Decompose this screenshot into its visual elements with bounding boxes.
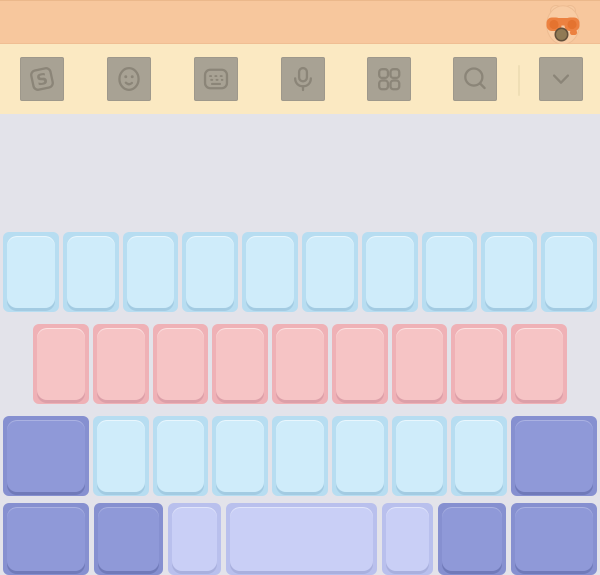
key[interactable] [272,416,328,496]
key[interactable] [33,324,89,404]
voice-input-button[interactable] [281,57,325,101]
key[interactable] [331,416,388,496]
keyboard-layout-button[interactable] [194,57,238,101]
keycap [216,420,265,492]
top-letter-row [3,232,597,312]
s-logo-icon: S [30,67,54,91]
goggles-icon [546,17,580,35]
keycap [7,236,55,308]
brand-button[interactable]: S [20,57,64,101]
key[interactable] [451,324,508,404]
key[interactable] [212,416,269,496]
spacebar-key[interactable] [226,503,377,575]
keycap [172,507,217,571]
hide-keyboard-button[interactable] [539,57,583,101]
function-row [3,503,597,575]
key[interactable] [93,416,149,496]
key[interactable] [451,416,508,496]
panels-button[interactable] [367,57,411,101]
secondary-key-left[interactable] [94,503,163,575]
keycap [545,236,593,308]
keycap [230,507,373,571]
key[interactable] [391,324,448,404]
keycap [276,328,324,400]
keycap [66,236,115,308]
key[interactable] [62,232,119,312]
key[interactable] [361,232,418,312]
keycap [395,328,444,400]
search-button[interactable] [453,57,497,101]
keycap [37,328,85,400]
keycap [425,236,474,308]
keyboard [0,114,600,575]
key[interactable] [511,324,568,404]
keycap [246,236,294,308]
backspace-key[interactable] [511,416,598,496]
keycap [335,328,384,400]
keycap [186,236,235,308]
keycap [515,328,564,400]
keycap [455,328,504,400]
top-bar [0,0,600,45]
key[interactable] [3,232,59,312]
chevron-down-icon [552,74,570,84]
keycap [276,420,324,492]
keycap [515,420,594,492]
keycap [365,236,414,308]
bottom-letter-row [3,416,598,496]
key[interactable] [212,324,269,404]
keyboard-icon [203,68,229,90]
search-icon [464,67,486,90]
keycap [7,507,85,571]
symbols-key[interactable] [3,503,89,575]
svg-text:S: S [35,70,50,90]
keycap [216,328,265,400]
emoji-button[interactable] [107,57,151,101]
keycap [96,328,145,400]
keycap [305,236,354,308]
keycap [98,507,159,571]
key[interactable] [391,416,448,496]
key[interactable] [541,232,597,312]
keycap [156,420,205,492]
keycap [455,420,504,492]
key[interactable] [331,324,388,404]
key[interactable] [481,232,538,312]
period-key[interactable] [382,503,433,575]
keycap [335,420,384,492]
enter-key[interactable] [511,503,597,575]
home-letter-row [33,324,568,404]
keycap [442,507,502,571]
secondary-key-right[interactable] [438,503,506,575]
keycap [485,236,534,308]
keyboard-toolbar: S [0,44,600,114]
mascot-avatar-icon[interactable] [545,3,581,45]
keycap [97,420,145,492]
toolbar-divider [518,65,520,96]
key[interactable] [301,232,358,312]
key[interactable] [152,324,209,404]
key[interactable] [122,232,179,312]
smiley-icon [118,67,140,91]
key[interactable] [182,232,239,312]
keycap [395,420,444,492]
comma-key[interactable] [168,503,221,575]
key[interactable] [242,232,298,312]
key[interactable] [92,324,149,404]
grid-icon [378,68,401,91]
keycap [515,507,593,571]
microphone-icon [294,66,312,92]
keycap [126,236,175,308]
key[interactable] [152,416,209,496]
shift-key[interactable] [3,416,89,496]
key[interactable] [272,324,328,404]
keycap [386,507,429,571]
keycap [7,420,85,492]
keycap [156,328,205,400]
key[interactable] [421,232,478,312]
